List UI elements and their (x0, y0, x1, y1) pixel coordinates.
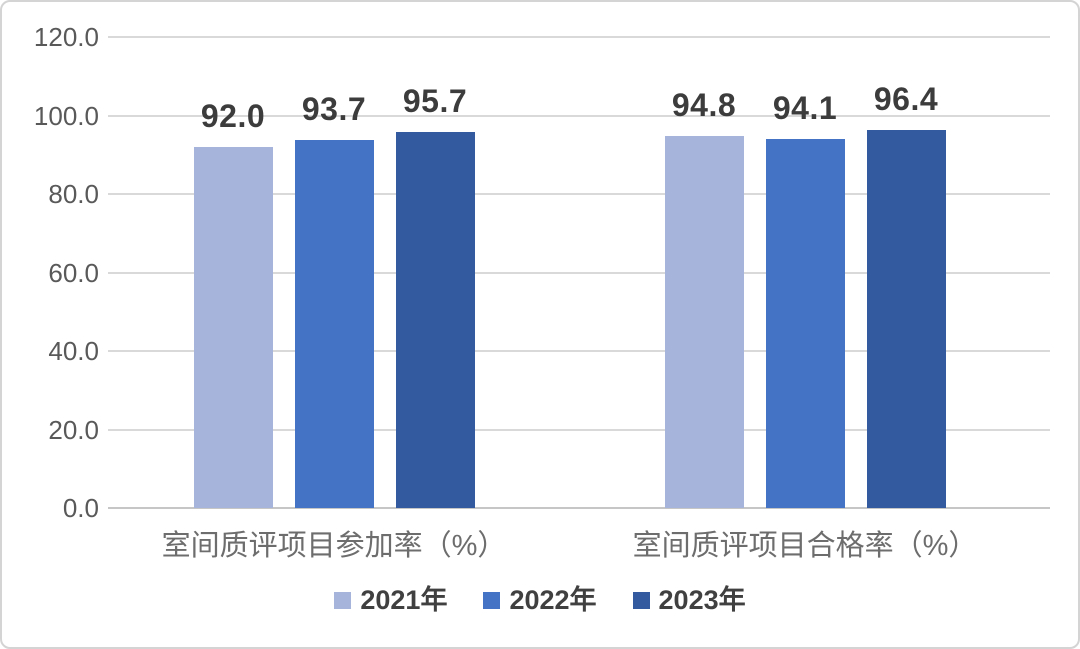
legend-color-swatch-icon (632, 591, 650, 609)
x-axis-line (108, 507, 1050, 509)
legend-color-swatch-icon (334, 591, 352, 609)
category-label-pass-rate: 室间质评项目合格率（%） (632, 530, 978, 562)
legend-item-2022年: 2022年 (483, 585, 597, 615)
y-axis-tick-label: 20.0 (48, 414, 99, 445)
y-axis-tick-label: 80.0 (48, 179, 99, 209)
legend-label: 2021年 (360, 585, 448, 615)
bar-2021年-group1 (193, 146, 273, 508)
legend-label: 2022年 (509, 585, 597, 615)
legend-color-swatch-icon (483, 591, 501, 609)
y-axis-tick-label: 0.0 (62, 493, 99, 523)
legend-item-2021年: 2021年 (334, 585, 447, 615)
bar-2021年-group2 (664, 135, 744, 508)
gridline (108, 114, 1050, 117)
gridline (108, 428, 1050, 431)
y-axis-tick-label: 120.0 (33, 22, 99, 52)
gridline (108, 193, 1050, 195)
bar-2022年-group2 (765, 138, 845, 508)
y-axis-tick-label: 100.0 (33, 100, 99, 131)
bar-2023年-group2 (866, 129, 946, 508)
gridline (108, 36, 1050, 38)
legend-label: 2023年 (658, 585, 746, 615)
value-label: 93.7 (301, 91, 367, 128)
value-label: 95.7 (402, 83, 468, 120)
y-axis-tick-label: 60.0 (48, 257, 99, 288)
legend: 2021年 2022年 2023年 (2, 582, 1078, 618)
value-label: 96.4 (873, 80, 939, 117)
gridline (108, 271, 1050, 274)
value-label: 92.0 (200, 97, 266, 134)
value-label: 94.8 (671, 86, 737, 123)
gridline (108, 350, 1050, 352)
y-axis-tick-label: 40.0 (48, 336, 99, 366)
bar-2023年-group1 (395, 132, 475, 508)
category-label-participation-rate: 室间质评项目参加率（%） (161, 530, 507, 562)
legend-item-2023年: 2023年 (632, 585, 746, 615)
bar-2022年-group1 (294, 140, 374, 508)
value-label: 94.1 (772, 89, 838, 126)
